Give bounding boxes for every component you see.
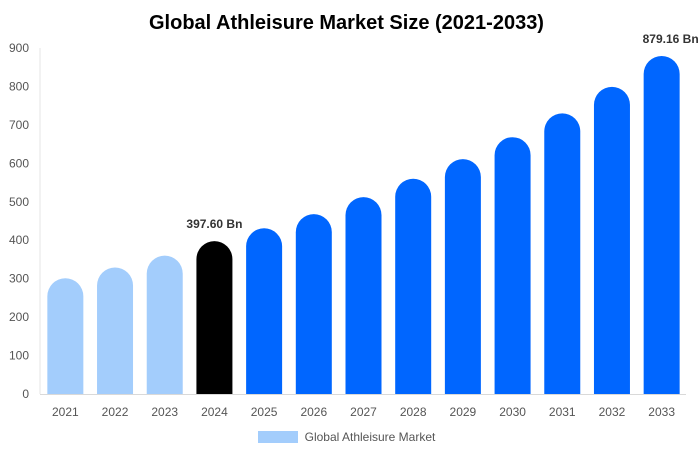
x-tick-label: 2025 <box>251 405 278 419</box>
data-label-2024: 397.60 Bn <box>186 217 242 231</box>
y-tick-label: 100 <box>9 349 29 363</box>
y-tick-label: 300 <box>9 272 29 286</box>
y-tick-label: 0 <box>22 387 29 401</box>
y-tick-label: 800 <box>9 79 29 93</box>
y-tick-label: 900 <box>9 41 29 55</box>
bar-2033 <box>643 56 680 394</box>
y-tick-label: 500 <box>9 195 29 209</box>
x-tick-label: 2027 <box>350 405 377 419</box>
x-tick-label: 2023 <box>151 405 178 419</box>
x-tick-label: 2031 <box>549 405 576 419</box>
x-tick-label: 2030 <box>499 405 526 419</box>
x-tick-label: 2024 <box>201 405 228 419</box>
data-labels: 397.60 Bn 879.16 Bn <box>186 32 698 231</box>
y-tick-label: 200 <box>9 310 29 324</box>
y-tick-label: 400 <box>9 233 29 247</box>
bar-2024 <box>196 241 233 394</box>
bar-2023 <box>146 255 183 394</box>
bar-2032 <box>593 86 630 394</box>
x-axis: 2021 2022 2023 2024 2025 2026 2027 2028 2029 2030… <box>40 394 686 419</box>
x-tick-label: 2028 <box>400 405 427 419</box>
bar-2025 <box>246 228 283 394</box>
bar-2031 <box>544 113 581 394</box>
bar-2028 <box>395 178 432 394</box>
bars <box>47 56 680 395</box>
legend: Global Athleisure Market <box>0 430 693 444</box>
x-tick-label: 2032 <box>599 405 626 419</box>
bar-2030 <box>494 137 531 395</box>
y-axis: 0 100 200 300 400 500 600 700 800 900 <box>9 41 41 401</box>
bar-2021 <box>47 278 84 394</box>
x-tick-label: 2029 <box>450 405 477 419</box>
bar-2029 <box>444 159 481 394</box>
legend-swatch <box>257 431 298 443</box>
y-tick-label: 700 <box>9 118 29 132</box>
x-tick-label: 2033 <box>648 405 675 419</box>
bar-2027 <box>345 197 382 394</box>
x-tick-label: 2022 <box>102 405 129 419</box>
y-tick-label: 600 <box>9 156 29 170</box>
data-label-2033: 879.16 Bn <box>643 32 699 46</box>
legend-label: Global Athleisure Market <box>304 430 436 444</box>
x-tick-label: 2026 <box>300 405 327 419</box>
chart-title: Global Athleisure Market Size (2021-2033… <box>149 12 544 34</box>
bar-2026 <box>295 214 332 394</box>
x-tick-label: 2021 <box>52 405 79 419</box>
bar-2022 <box>97 267 134 394</box>
